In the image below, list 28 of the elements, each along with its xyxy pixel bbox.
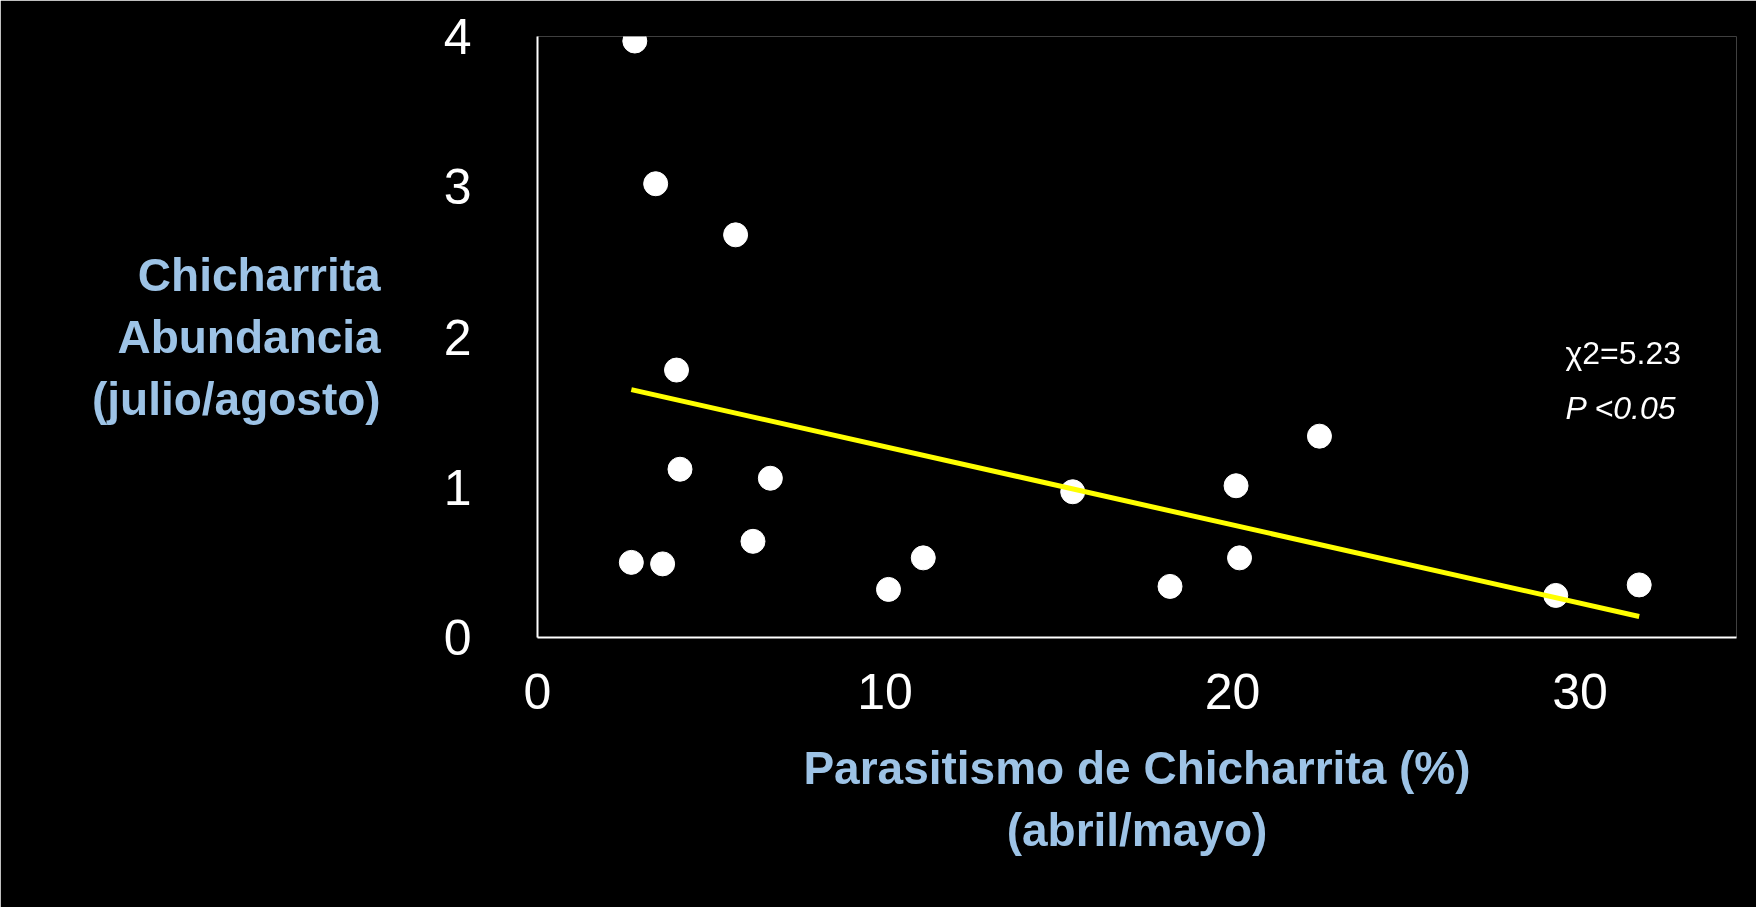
x-tick-label: 10 [857, 663, 913, 720]
x-tick-label: 20 [1204, 663, 1261, 720]
point [757, 465, 783, 491]
point [643, 171, 669, 197]
y-tick-label: 0 [443, 610, 472, 666]
point [650, 551, 676, 577]
point [667, 456, 693, 482]
x-tick-label: 0 [523, 663, 552, 720]
annotation: P <0.05 [1565, 389, 1676, 426]
point [618, 549, 644, 575]
point [910, 545, 936, 571]
point [1223, 473, 1249, 499]
point [876, 576, 902, 602]
point [740, 528, 766, 554]
y-axis-title: Chicharrita Abundancia (julio/agosto) [91, 248, 382, 426]
point [1157, 573, 1183, 599]
point [664, 357, 690, 383]
y-tick-label: 1 [443, 459, 472, 516]
x-tick-label: 30 [1552, 663, 1608, 720]
annotation: χ2=5.23 [1565, 334, 1682, 371]
x-axis-title: Parasitismo de Chicharrita (%) (abril/mayo) [803, 741, 1471, 856]
y-tick-label: 4 [443, 9, 472, 65]
point [1306, 423, 1332, 449]
y-tick-label: 2 [443, 309, 472, 366]
point [1626, 572, 1652, 598]
point [1227, 545, 1253, 571]
point [723, 222, 749, 248]
y-tick-label: 3 [443, 159, 472, 216]
